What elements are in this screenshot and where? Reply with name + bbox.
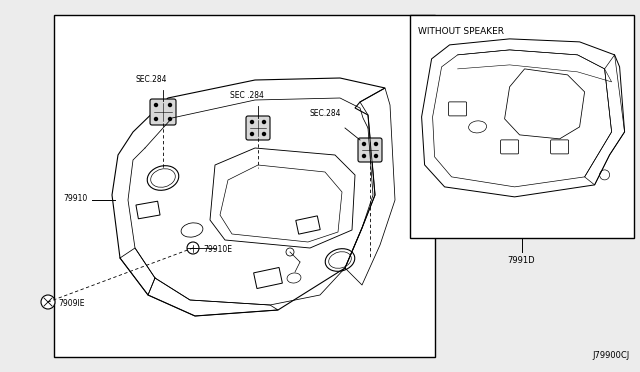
- Text: SEC.284: SEC.284: [310, 109, 342, 118]
- Circle shape: [154, 118, 157, 121]
- Text: 7909lE: 7909lE: [58, 299, 84, 308]
- Bar: [410, 15, 634, 238]
- Text: 79910E: 79910E: [203, 244, 232, 253]
- Text: SEC .284: SEC .284: [230, 91, 264, 100]
- Text: 79910: 79910: [64, 193, 88, 202]
- Circle shape: [374, 154, 378, 157]
- Circle shape: [374, 142, 378, 145]
- Text: WITHOUT SPEAKER: WITHOUT SPEAKER: [417, 27, 504, 36]
- Circle shape: [250, 121, 253, 124]
- Bar: [54, 15, 435, 357]
- Circle shape: [286, 248, 294, 256]
- FancyBboxPatch shape: [358, 138, 382, 162]
- Circle shape: [262, 132, 266, 135]
- Circle shape: [187, 242, 199, 254]
- Circle shape: [168, 103, 172, 106]
- Circle shape: [154, 103, 157, 106]
- Circle shape: [362, 142, 365, 145]
- FancyBboxPatch shape: [246, 116, 270, 140]
- Text: 7991D: 7991D: [508, 256, 536, 265]
- Text: SEC.284: SEC.284: [135, 75, 166, 84]
- Circle shape: [41, 295, 55, 309]
- FancyBboxPatch shape: [150, 99, 176, 125]
- Circle shape: [250, 132, 253, 135]
- Text: J79900CJ: J79900CJ: [593, 351, 630, 360]
- Circle shape: [362, 154, 365, 157]
- Circle shape: [262, 121, 266, 124]
- Circle shape: [168, 118, 172, 121]
